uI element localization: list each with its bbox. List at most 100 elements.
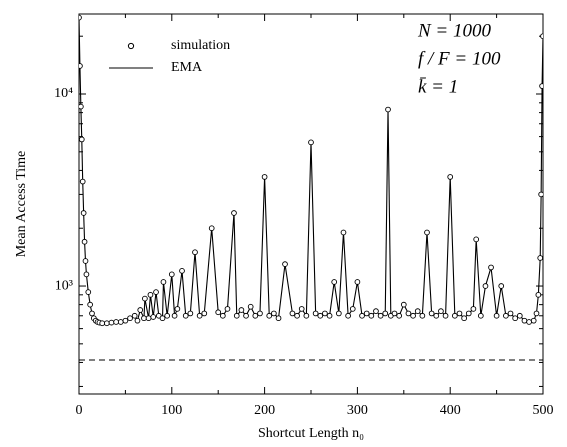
simulation-point (400, 301, 407, 308)
simulation-point (160, 279, 167, 285)
simulation-point (174, 306, 181, 312)
simulation-point (147, 291, 154, 298)
simulation-point (282, 261, 288, 268)
simulation-point (498, 283, 505, 289)
simulation-point (219, 312, 226, 319)
y-tick-label: 10³ (55, 278, 73, 293)
simulation-point (312, 310, 319, 317)
simulation-point (153, 289, 159, 295)
simulation-point (538, 191, 543, 198)
simulation-point (512, 315, 519, 322)
x-tick-label: 200 (254, 403, 275, 418)
simulation-point (521, 317, 528, 324)
simulation-point (537, 255, 543, 261)
simulation-point (208, 225, 215, 232)
simulation-point (179, 267, 185, 274)
simulation-point (79, 178, 86, 185)
simulation-point (81, 238, 88, 245)
simulation-point (131, 312, 138, 319)
simulation-point (238, 307, 245, 313)
simulation-point (516, 312, 523, 319)
simulation-point (419, 312, 426, 319)
simulation-point (414, 308, 421, 314)
simulation-point (171, 312, 178, 319)
simulation-point (477, 312, 484, 319)
simulation-point (385, 106, 391, 113)
y-axis-label: Mean Access Time (14, 151, 29, 258)
simulation-point (275, 315, 282, 322)
simulation-point (141, 315, 147, 322)
simulation-point (493, 312, 500, 319)
simulation-point (540, 33, 543, 40)
simulation-point (137, 307, 144, 313)
simulation-point (345, 312, 351, 319)
simulation-point (428, 310, 435, 317)
simulation-point (122, 317, 129, 324)
simulation-point (82, 258, 89, 264)
simulation-point (461, 315, 467, 322)
simulation-point (503, 312, 509, 319)
simulation-point (535, 291, 542, 298)
simulation-point (243, 312, 249, 319)
simulation-point (447, 174, 454, 180)
simulation-point (294, 312, 300, 319)
simulation-point (465, 310, 472, 317)
x-tick-label: 300 (347, 403, 368, 418)
simulation-point (192, 249, 198, 256)
annotation: k̄ = 1 (418, 76, 458, 97)
simulation-point (159, 315, 166, 322)
simulation-point (79, 136, 85, 143)
x-tick-label: 100 (161, 403, 182, 418)
simulation-point (79, 63, 83, 69)
annotation: N = 1000 (417, 20, 491, 41)
simulation-point (168, 271, 175, 278)
simulation-point (470, 306, 477, 312)
x-tick-label: 400 (440, 403, 461, 418)
simulation-point (261, 174, 268, 180)
simulation-point (396, 312, 403, 319)
simulation-point (539, 83, 543, 89)
simulation-point (368, 312, 375, 319)
simulation-point (382, 310, 389, 317)
simulation-point (113, 319, 119, 325)
simulation-point (233, 312, 240, 319)
simulation-point (331, 279, 338, 285)
simulation-point (298, 306, 305, 312)
simulation-point (488, 264, 494, 271)
simulation-point (433, 312, 440, 319)
simulation-point (80, 210, 87, 216)
x-tick-label: 0 (76, 403, 83, 418)
simulation-point (451, 312, 458, 319)
simulation-point (438, 308, 444, 314)
simulation-point (127, 315, 133, 322)
simulation-point (108, 319, 115, 326)
simulation-point (335, 310, 342, 317)
simulation-point (85, 289, 92, 295)
simulation-point (182, 312, 189, 319)
simulation-point (405, 310, 412, 317)
simulation-point (79, 14, 82, 21)
simulation-point (252, 312, 259, 319)
simulation-point (247, 303, 254, 310)
simulation-point (99, 320, 106, 327)
simulation-point (89, 310, 95, 317)
simulation-point (363, 310, 370, 317)
simulation-point (354, 279, 361, 285)
simulation-point (87, 301, 93, 308)
simulation-point (150, 314, 157, 320)
simulation-point (456, 310, 463, 317)
simulation-point (530, 317, 537, 324)
simulation-point (424, 229, 430, 236)
simulation-point (349, 306, 356, 312)
simulation-point (289, 310, 296, 317)
simulation-point (79, 103, 84, 110)
simulation-point (317, 312, 324, 319)
simulation-point (303, 312, 310, 319)
simulation-point (473, 236, 480, 243)
simulation-point (201, 310, 208, 317)
simulation-point (410, 312, 416, 319)
simulation-point (145, 315, 152, 322)
simulation-point (187, 310, 194, 317)
simulation-point (482, 283, 489, 289)
simulation-point (526, 319, 532, 325)
